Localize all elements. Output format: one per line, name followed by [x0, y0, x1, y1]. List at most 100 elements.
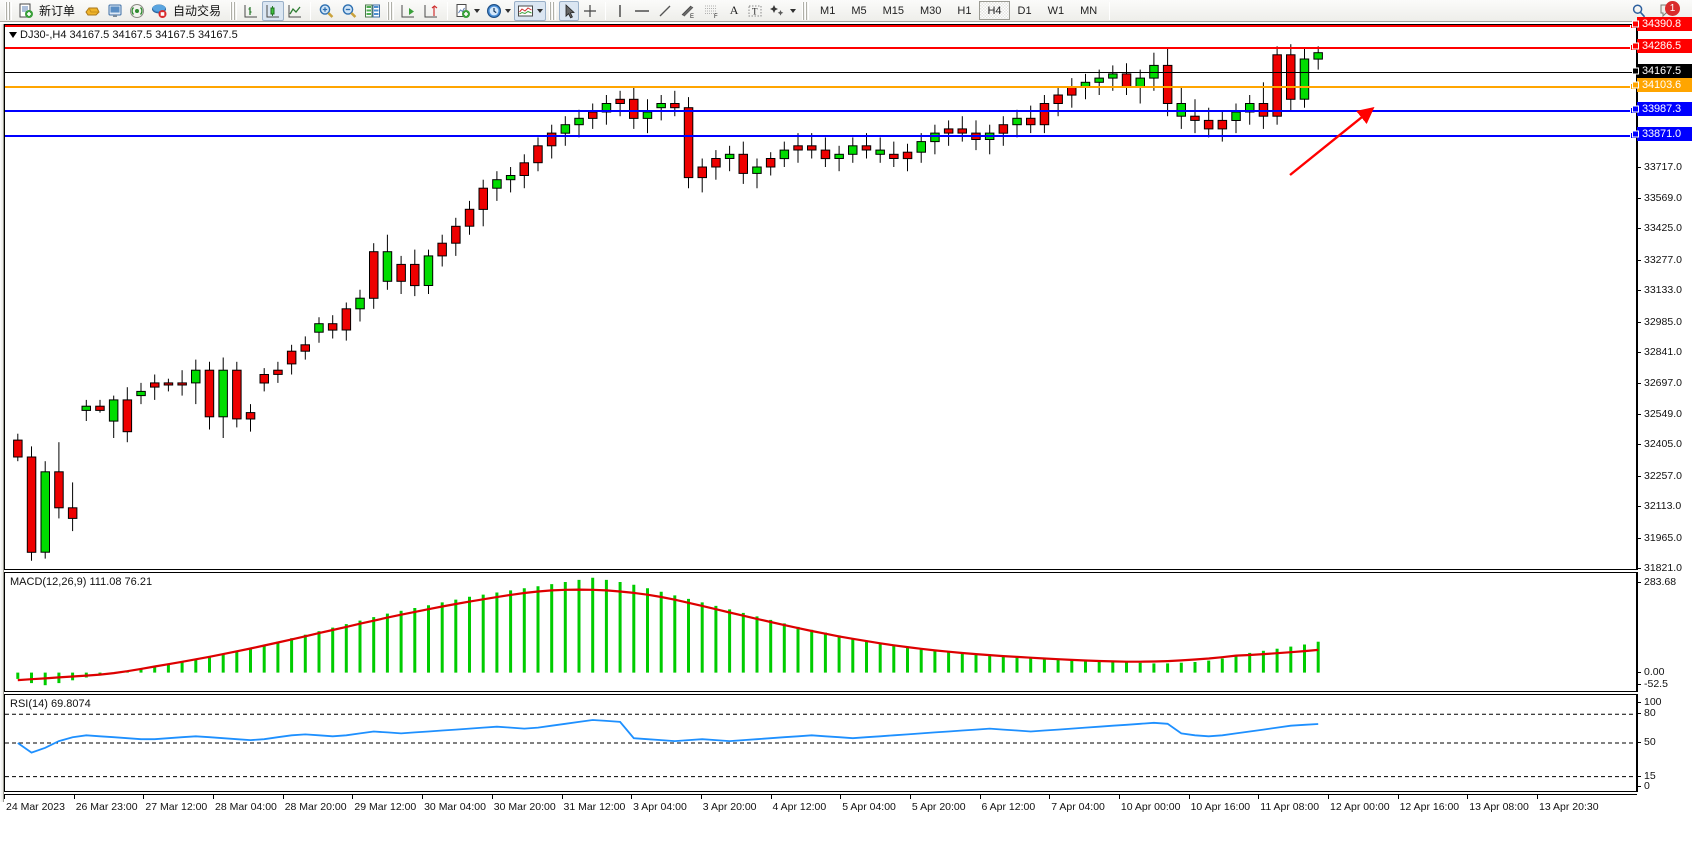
price-tag-34167.5[interactable]: 34167.5: [1632, 64, 1692, 79]
text-label-icon: T: [748, 5, 762, 16]
toolbar-grip-2[interactable]: [230, 1, 238, 20]
time-tick-8: 31 Mar 12:00: [563, 801, 626, 813]
macd-scale[interactable]: 283.68 0.00 -52.5: [1637, 572, 1692, 692]
search-button[interactable]: [1628, 1, 1650, 21]
price-tag-33987.3[interactable]: 33987.3: [1632, 102, 1692, 117]
notifications-button[interactable]: 1: [1656, 0, 1680, 21]
toolbar-grip[interactable]: [5, 1, 12, 20]
arrows-dropdown-button[interactable]: [766, 1, 799, 21]
fibonacci-icon: F: [705, 5, 718, 19]
chart-area[interactable]: DJ30-,H4 34167.5 34167.5 34167.5 34167.5: [0, 17, 1692, 847]
chevron-down-icon-3[interactable]: [537, 8, 544, 13]
price-scale[interactable]: 33717.0 33569.0 33425.0 33277.0 33133.0 32985…: [1637, 24, 1692, 574]
indicators-button[interactable]: [514, 0, 547, 21]
fibonacci-button[interactable]: F: [700, 1, 724, 21]
rsi-tick-0: 100: [1644, 696, 1662, 708]
chart-shift-button[interactable]: [420, 1, 443, 21]
price-tag-34103.6[interactable]: 34103.6: [1632, 77, 1692, 92]
cursor-icon: [565, 3, 575, 18]
price-pane[interactable]: DJ30-,H4 34167.5 34167.5 34167.5 34167.5: [4, 24, 1637, 570]
rsi-scale[interactable]: 100 80 50 15 0: [1637, 694, 1692, 792]
new-order-icon: [19, 3, 33, 18]
candlestick-chart-icon: [266, 4, 280, 17]
vertical-line-button[interactable]: [610, 1, 630, 21]
time-tick-15: 7 Apr 04:00: [1051, 801, 1105, 813]
zoom-in-button[interactable]: [315, 1, 338, 21]
history-button[interactable]: [81, 1, 104, 21]
price-tick-13: 31821.0: [1644, 562, 1682, 574]
price-tick-4: 33133.0: [1644, 284, 1682, 297]
new-order-button[interactable]: 新订单: [15, 1, 81, 21]
text-tool-button[interactable]: A: [724, 1, 744, 21]
crosshair-icon: [584, 4, 597, 17]
cursor-tool-button[interactable]: [559, 0, 580, 21]
time-tick-0: 24 Mar 2023: [6, 801, 65, 813]
timeframe-h1[interactable]: H1: [957, 4, 972, 17]
terminal-button[interactable]: [104, 1, 126, 21]
timeframe-m30[interactable]: M30: [920, 4, 942, 17]
timeframe-dropdown-button[interactable]: [483, 1, 514, 21]
time-tick-18: 11 Apr 08:00: [1260, 801, 1320, 813]
timeframe-m15[interactable]: M15: [882, 4, 904, 17]
equidistant-channel-button[interactable]: E: [676, 1, 700, 21]
macd-pane[interactable]: MACD(12,26,9) 111.08 76.21: [4, 572, 1637, 692]
tile-windows-button[interactable]: [361, 1, 384, 21]
zoom-out-icon: [342, 3, 357, 18]
price-tick-10: 32257.0: [1644, 469, 1682, 482]
rsi-tick-4: 0: [1644, 780, 1650, 792]
trendline-button[interactable]: [654, 1, 676, 21]
timeframe-m5[interactable]: M5: [851, 4, 867, 17]
price-tick-3: 33277.0: [1644, 253, 1682, 266]
macd-tick-2: -52.5: [1644, 678, 1668, 690]
time-tick-3: 28 Mar 04:00: [215, 801, 277, 813]
channel-icon: E: [681, 5, 694, 19]
price-tick-7: 32697.0: [1644, 376, 1682, 389]
new-chart-button[interactable]: [452, 1, 483, 21]
monitor-icon: [108, 4, 122, 17]
timeframe-m1[interactable]: M1: [820, 4, 836, 17]
time-tick-19: 12 Apr 00:00: [1330, 801, 1390, 813]
zoom-out-button[interactable]: [338, 1, 361, 21]
timeframe-h4[interactable]: H4: [979, 1, 1010, 20]
candlestick-chart-button[interactable]: [262, 0, 285, 21]
horizontal-line-icon: [635, 9, 650, 12]
toolbar-separator-4: [1109, 1, 1111, 20]
auto-scroll-button[interactable]: [397, 1, 420, 21]
toolbar-grip-5[interactable]: [802, 1, 810, 20]
toolbar-grip-4[interactable]: [549, 1, 557, 20]
svg-text:E: E: [690, 14, 694, 19]
bar-chart-button[interactable]: [240, 1, 262, 21]
price-tag-33871.0[interactable]: 33871.0: [1632, 127, 1692, 141]
price-tick-9: 32405.0: [1644, 438, 1682, 451]
timeframe-d1[interactable]: D1: [1017, 4, 1032, 17]
time-tick-1: 26 Mar 23:00: [75, 801, 138, 813]
price-tick-6: 32841.0: [1644, 346, 1682, 359]
chevron-down-icon-4[interactable]: [790, 8, 797, 13]
price-tag-34390.8[interactable]: 34390.8: [1632, 17, 1692, 31]
timeframe-mn[interactable]: MN: [1080, 4, 1098, 17]
auto-trading-button[interactable]: 自动交易: [148, 1, 227, 21]
price-candlestick-svg: [13, 44, 1323, 561]
price-tick-12: 31965.0: [1644, 531, 1682, 544]
collapse-triangle-icon[interactable]: [9, 32, 17, 39]
text-label-button[interactable]: T: [744, 1, 766, 21]
rsi-tick-1: 80: [1644, 707, 1656, 720]
chevron-down-icon-2[interactable]: [505, 8, 512, 13]
timeframe-w1[interactable]: W1: [1047, 4, 1065, 17]
tile-windows-icon: [365, 4, 381, 17]
crosshair-tool-button[interactable]: [579, 1, 601, 21]
line-chart-button[interactable]: [284, 1, 306, 21]
chevron-down-icon[interactable]: [474, 8, 481, 13]
rsi-tick-2: 50: [1644, 736, 1656, 748]
auto-scroll-icon: [401, 4, 415, 17]
notification-badge: 1: [1665, 0, 1680, 16]
price-tag-34286.5[interactable]: 34286.5: [1632, 39, 1692, 54]
horizontal-line-button[interactable]: [630, 1, 654, 21]
toolbar-grip-3[interactable]: [387, 1, 395, 20]
clock-icon: [487, 3, 502, 18]
macd-tick-1: 0.00: [1644, 665, 1665, 678]
navigator-button[interactable]: [126, 1, 148, 21]
time-axis[interactable]: 24 Mar 2023 26 Mar 23:00 27 Mar 12:00 28 Ma…: [4, 794, 1637, 824]
shapes-icon: [770, 4, 784, 16]
rsi-pane[interactable]: RSI(14) 69.8074: [4, 694, 1637, 792]
